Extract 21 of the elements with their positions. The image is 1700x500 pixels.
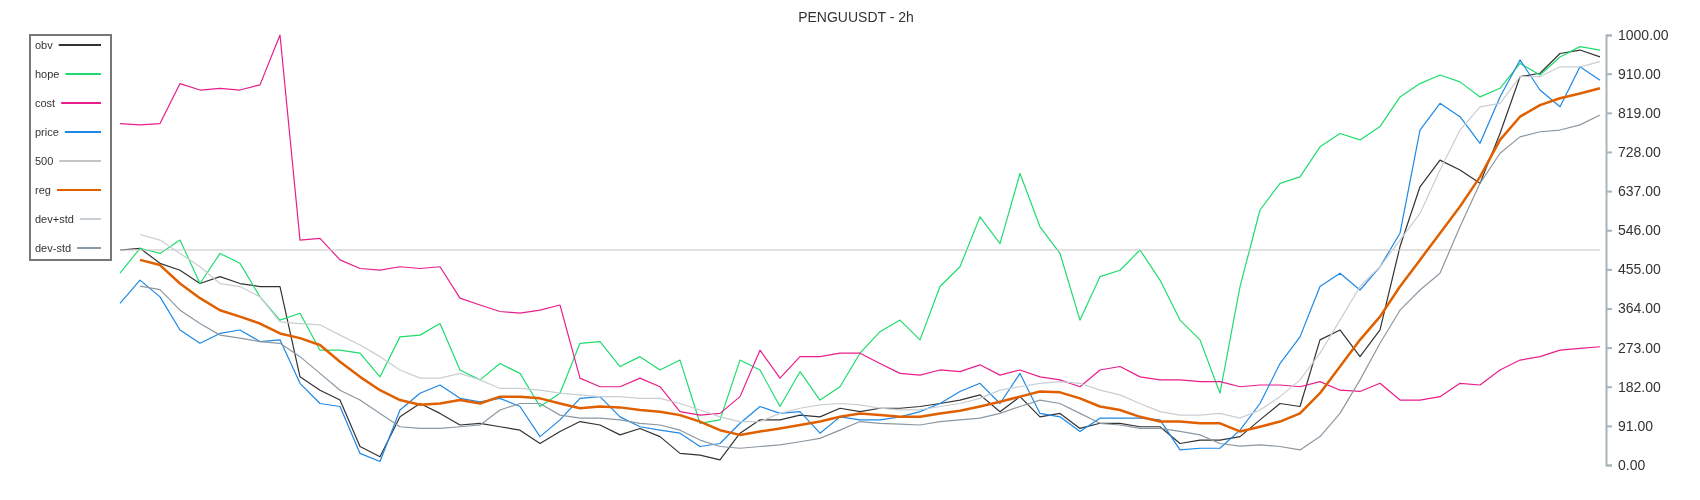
y-tick-label: 455.00: [1618, 261, 1662, 278]
y-tick-label: 910.00: [1618, 65, 1662, 82]
y-tick-label: 273.00: [1618, 339, 1662, 356]
legend-label: price: [35, 126, 59, 138]
legend-label: 500: [35, 155, 54, 167]
y-tick-label: 819.00: [1618, 104, 1662, 121]
legend-label: dev+std: [35, 213, 74, 225]
y-tick-label: 182.00: [1618, 378, 1662, 395]
legend-label: reg: [35, 184, 51, 196]
y-tick-label: 637.00: [1618, 183, 1662, 200]
legend-label: cost: [35, 97, 56, 109]
y-tick-label: 546.00: [1618, 222, 1662, 239]
y-tick-label: 728.00: [1618, 143, 1662, 160]
y-tick-label: 91.00: [1618, 417, 1654, 434]
y-tick-label: 1000.00: [1618, 26, 1669, 43]
legend-label: dev-std: [35, 242, 72, 254]
legend-label: obv: [35, 39, 54, 51]
y-tick-label: 364.00: [1618, 300, 1662, 317]
y-tick-label: 0.00: [1618, 456, 1646, 473]
legend-label: hope: [35, 68, 60, 80]
chart-title: PENGUUSDT - 2h: [798, 9, 914, 25]
